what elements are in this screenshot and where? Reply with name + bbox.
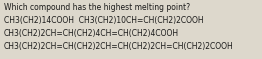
Text: CH3(CH2)14COOH  CH3(CH2)10CH=CH(CH2)2COOH: CH3(CH2)14COOH CH3(CH2)10CH=CH(CH2)2COOH [4,16,204,25]
Text: CH3(CH2)2CH=CH(CH2)4CH=CH(CH2)4COOH: CH3(CH2)2CH=CH(CH2)4CH=CH(CH2)4COOH [4,29,179,38]
Text: CH3(CH2)2CH=CH(CH2)2CH=CH(CH2)2CH=CH(CH2)2COOH: CH3(CH2)2CH=CH(CH2)2CH=CH(CH2)2CH=CH(CH2… [4,42,234,51]
Text: Which compound has the highest melting point?: Which compound has the highest melting p… [4,3,190,12]
